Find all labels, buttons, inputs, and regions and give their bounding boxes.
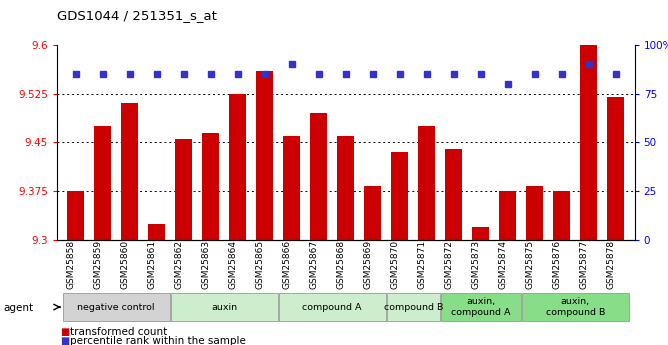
- Text: GSM25858: GSM25858: [67, 240, 75, 289]
- Bar: [607, 97, 625, 240]
- Bar: [522, 293, 629, 321]
- Text: auxin,
compound A: auxin, compound A: [451, 297, 510, 317]
- Text: ■: ■: [60, 336, 69, 345]
- Bar: [580, 45, 597, 240]
- Text: GSM25866: GSM25866: [283, 240, 292, 289]
- Text: GSM25859: GSM25859: [94, 240, 103, 289]
- Bar: [256, 71, 273, 240]
- Bar: [364, 186, 381, 240]
- Bar: [418, 126, 436, 240]
- Text: GSM25865: GSM25865: [256, 240, 265, 289]
- Bar: [121, 103, 138, 240]
- Bar: [202, 132, 220, 240]
- Text: GSM25860: GSM25860: [121, 240, 130, 289]
- Bar: [279, 293, 385, 321]
- Bar: [472, 227, 490, 240]
- Text: GDS1044 / 251351_s_at: GDS1044 / 251351_s_at: [57, 9, 216, 22]
- Bar: [445, 149, 462, 240]
- Text: auxin,
compound B: auxin, compound B: [546, 297, 605, 317]
- Text: GSM25873: GSM25873: [472, 240, 481, 289]
- Text: GSM25870: GSM25870: [391, 240, 399, 289]
- Bar: [553, 191, 570, 240]
- Text: auxin: auxin: [211, 303, 237, 312]
- Bar: [94, 126, 112, 240]
- Bar: [175, 139, 192, 240]
- Text: negative control: negative control: [77, 303, 155, 312]
- Text: GSM25863: GSM25863: [202, 240, 210, 289]
- Text: GSM25864: GSM25864: [228, 240, 238, 289]
- Text: GSM25862: GSM25862: [175, 240, 184, 289]
- Text: GSM25878: GSM25878: [607, 240, 616, 289]
- Text: GSM25872: GSM25872: [445, 240, 454, 289]
- Text: GSM25868: GSM25868: [337, 240, 346, 289]
- Bar: [526, 186, 544, 240]
- Text: percentile rank within the sample: percentile rank within the sample: [70, 336, 246, 345]
- Bar: [387, 293, 440, 321]
- Text: ■: ■: [60, 327, 69, 337]
- Bar: [229, 93, 246, 240]
- Text: transformed count: transformed count: [70, 327, 168, 337]
- Text: GSM25871: GSM25871: [418, 240, 427, 289]
- Bar: [63, 293, 170, 321]
- Text: GSM25874: GSM25874: [499, 240, 508, 289]
- Bar: [67, 191, 84, 240]
- Text: GSM25869: GSM25869: [363, 240, 373, 289]
- Text: GSM25875: GSM25875: [526, 240, 534, 289]
- Bar: [283, 136, 301, 240]
- Text: compound B: compound B: [383, 303, 443, 312]
- Text: agent: agent: [3, 303, 33, 313]
- Bar: [148, 224, 166, 240]
- Bar: [499, 191, 516, 240]
- Text: GSM25867: GSM25867: [310, 240, 319, 289]
- Bar: [337, 136, 355, 240]
- Text: GSM25877: GSM25877: [580, 240, 589, 289]
- Bar: [310, 113, 327, 240]
- Text: GSM25861: GSM25861: [148, 240, 157, 289]
- Text: compound A: compound A: [303, 303, 362, 312]
- Bar: [441, 293, 520, 321]
- Text: GSM25876: GSM25876: [552, 240, 562, 289]
- Bar: [391, 152, 408, 240]
- Bar: [171, 293, 278, 321]
